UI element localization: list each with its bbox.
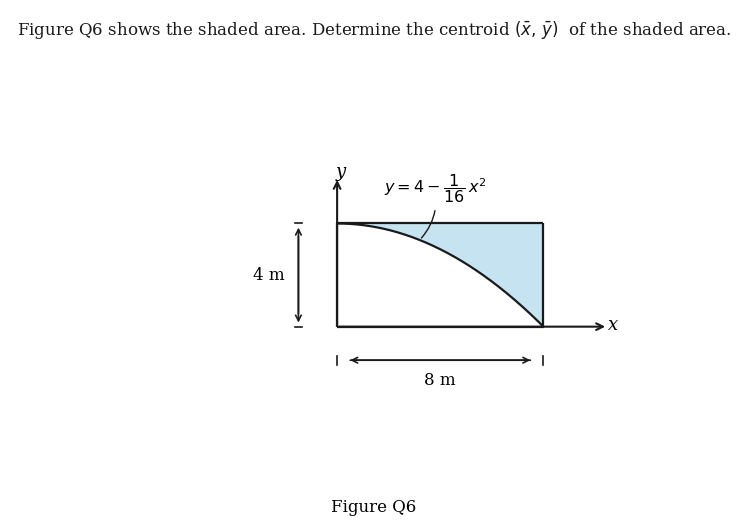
Text: $y = 4 - \dfrac{1}{16}\,x^2$: $y = 4 - \dfrac{1}{16}\,x^2$ [384,172,486,238]
Text: Figure Q6 shows the shaded area. Determine the centroid $(\bar{x},\, \bar{y})$  : Figure Q6 shows the shaded area. Determi… [16,19,732,41]
Text: 8 m: 8 m [424,372,456,389]
Text: y: y [336,163,346,181]
Text: x: x [608,316,618,334]
Text: 4 m: 4 m [253,267,284,284]
Polygon shape [337,223,544,327]
Text: Figure Q6: Figure Q6 [331,499,417,516]
